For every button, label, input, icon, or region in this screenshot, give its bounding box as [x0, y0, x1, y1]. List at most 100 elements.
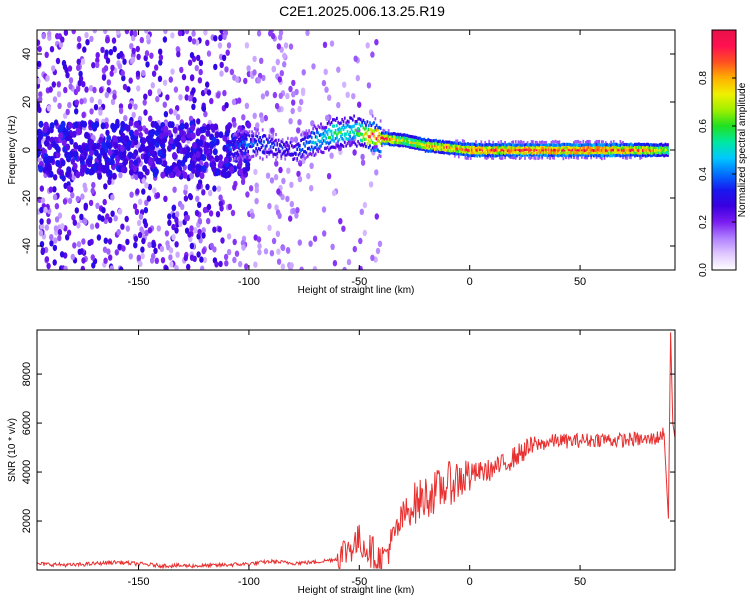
heatmap-noise-cell — [190, 132, 196, 140]
heatmap-ridge-cell — [463, 150, 465, 154]
heatmap-ridge-cell — [524, 147, 526, 151]
heatmap-ridge-cell — [403, 133, 406, 137]
heatmap-ridge-cell — [445, 145, 448, 149]
heatmap-ridge-cell — [508, 145, 510, 149]
heatmap-ridge-cell — [472, 146, 475, 150]
heatmap-noise-cell — [341, 225, 346, 232]
heatmap-ridge-cell — [268, 152, 271, 156]
heatmap-ridge-cell — [296, 147, 299, 151]
heatmap-ridge-cell — [559, 153, 562, 157]
heatmap-ridge-cell — [342, 127, 345, 132]
heatmap-ridge-cell — [649, 151, 652, 155]
heatmap-ridge-cell — [415, 138, 418, 142]
heatmap-ridge-cell — [235, 133, 238, 137]
heatmap-ridge-cell — [611, 145, 614, 149]
heatmap-ridge-cell — [657, 153, 660, 157]
heatmap-ridge-cell — [547, 153, 550, 158]
heatmap-noise-cell — [118, 171, 123, 179]
heatmap-ridge-cell — [463, 152, 465, 156]
heatmap-ridge-cell — [530, 143, 533, 147]
heatmap-noise-cell — [144, 146, 150, 154]
heatmap-ridge-cell — [528, 155, 530, 159]
heatmap-noise-cell — [37, 150, 41, 158]
colorbar-tick-label: 0.6 — [698, 119, 709, 133]
heatmap-noise-cell — [325, 114, 330, 122]
heatmap-ridge-cell — [251, 134, 253, 138]
heatmap-ridge-cell — [300, 133, 302, 137]
heatmap-noise-cell — [185, 85, 190, 93]
heatmap-ridge-cell — [583, 145, 586, 150]
heatmap-ridge-cell — [251, 155, 253, 159]
heatmap-ridge-cell — [432, 146, 435, 150]
heatmap-ridge-cell — [234, 152, 236, 156]
heatmap-ridge-cell — [540, 150, 542, 154]
heatmap-ridge-cell — [626, 153, 628, 157]
heatmap-noise-cell — [46, 218, 51, 225]
heatmap-ridge-cell — [600, 153, 603, 158]
heatmap-noise-cell — [182, 147, 188, 155]
heatmap-ridge-cell — [544, 142, 546, 146]
heatmap-ridge-cell — [518, 148, 521, 152]
heatmap-ridge-cell — [426, 144, 428, 148]
heatmap-noise-cell — [143, 54, 148, 62]
heatmap-noise-cell — [177, 30, 183, 37]
heatmap-ridge-cell — [382, 141, 385, 145]
heatmap-noise-cell — [218, 131, 224, 139]
heatmap-noise-cell — [138, 260, 143, 267]
heatmap-ridge-cell — [585, 156, 587, 160]
heatmap-ridge-cell — [522, 148, 525, 152]
heatmap-ridge-cell — [624, 146, 627, 150]
heatmap-noise-cell — [338, 218, 343, 225]
heatmap-ridge-cell — [374, 128, 377, 132]
heatmap-ridge-cell — [655, 151, 657, 155]
heatmap-noise-cell — [167, 121, 173, 128]
heatmap-ridge-cell — [261, 128, 264, 132]
heatmap-ridge-cell — [632, 150, 635, 154]
heatmap-noise-cell — [53, 225, 59, 232]
heatmap-ridge-cell — [653, 143, 656, 147]
heatmap-ridge-cell — [240, 155, 243, 159]
heatmap-ridge-cell — [647, 149, 650, 153]
heatmap-ridge-cell — [653, 145, 656, 149]
heatmap-ridge-cell — [545, 143, 548, 147]
heatmap-ridge-cell — [298, 159, 301, 163]
heatmap-ridge-cell — [626, 156, 628, 160]
heatmap-ridge-cell — [659, 148, 661, 152]
heatmap-ridge-cell — [628, 155, 631, 159]
heatmap-ridge-cell — [257, 138, 260, 142]
heatmap-noise-cell — [74, 207, 80, 214]
heatmap-ridge-cell — [660, 146, 663, 150]
heatmap-ridge-cell — [599, 145, 602, 149]
heatmap-ridge-cell — [555, 153, 558, 157]
heatmap-ridge-cell — [301, 147, 304, 152]
heatmap-ridge-cell — [526, 147, 529, 152]
heatmap-ridge-cell — [469, 153, 472, 157]
heatmap-ridge-cell — [424, 149, 427, 153]
heatmap-ridge-cell — [346, 130, 349, 134]
heatmap-ridge-cell — [651, 143, 653, 147]
heatmap-ridge-cell — [496, 143, 499, 147]
heatmap-ridge-cell — [354, 142, 357, 146]
heatmap-noise-cell — [154, 64, 159, 71]
heatmap-noise-cell — [164, 265, 169, 270]
heatmap-ridge-cell — [357, 127, 359, 131]
heatmap-noise-cell — [213, 35, 218, 42]
heatmap-noise-cell — [59, 251, 65, 258]
heatmap-ridge-cell — [244, 136, 247, 140]
heatmap-ridge-cell — [411, 143, 414, 148]
heatmap-ridge-cell — [562, 153, 565, 157]
heatmap-ridge-cell — [320, 144, 322, 148]
heatmap-ridge-cell — [501, 153, 504, 157]
heatmap-noise-cell — [140, 144, 146, 152]
heatmap-ridge-cell — [280, 139, 283, 143]
heatmap-ridge-cell — [475, 153, 477, 157]
heatmap-ridge-cell — [275, 158, 277, 162]
heatmap-ridge-cell — [494, 143, 497, 147]
heatmap-ridge-cell — [491, 148, 493, 152]
heatmap-ridge-cell — [508, 148, 510, 152]
heatmap-ridge-cell — [313, 141, 316, 145]
heatmap-ridge-cell — [236, 157, 239, 161]
heatmap-noise-cell — [75, 171, 81, 179]
heatmap-ridge-cell — [476, 148, 479, 152]
heatmap-noise-cell — [48, 186, 53, 193]
